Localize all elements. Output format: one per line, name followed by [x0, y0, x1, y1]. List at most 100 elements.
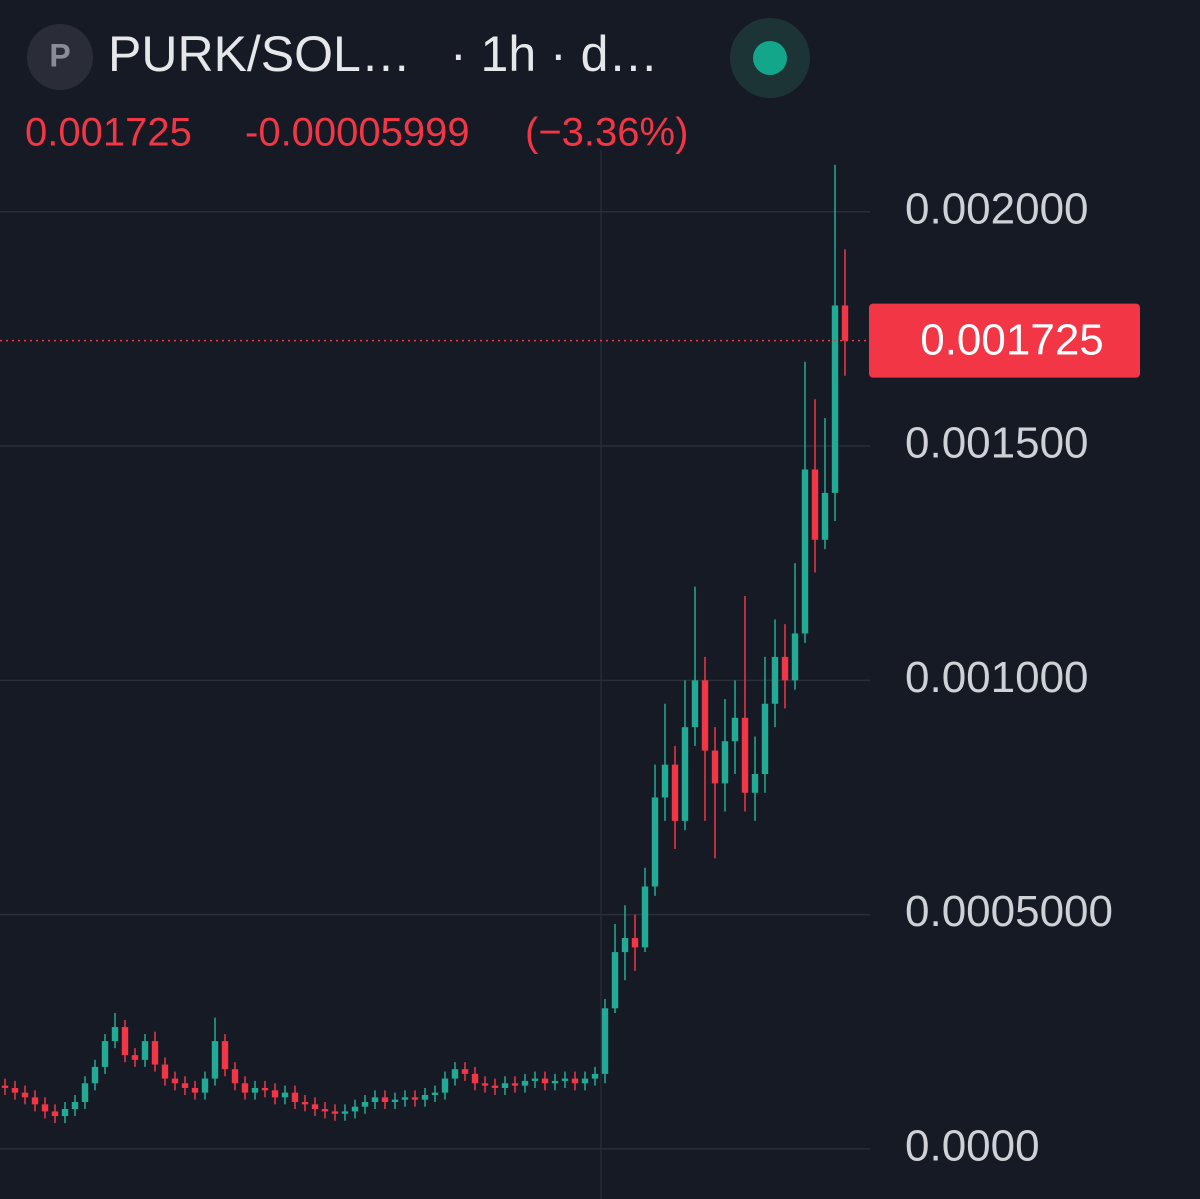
candle-body	[701, 680, 709, 751]
candle-body	[751, 774, 759, 793]
candle-body	[451, 1069, 459, 1079]
candle-body	[141, 1041, 149, 1060]
candle-body	[421, 1094, 429, 1100]
candle-body	[51, 1111, 59, 1117]
candle-body	[471, 1073, 479, 1084]
candle-body	[641, 886, 649, 948]
candle-body	[691, 680, 699, 728]
candle-body	[721, 741, 729, 784]
candle-body	[361, 1102, 369, 1107]
chart-title[interactable]: PURK/SOL…	[108, 26, 411, 82]
candle-body	[71, 1102, 79, 1110]
price-change-percent: (−3.36%)	[525, 111, 688, 155]
y-tick-label: 0.001500	[905, 419, 1089, 468]
candle-body	[521, 1080, 529, 1086]
candle-body	[711, 750, 719, 784]
candle-body	[111, 1027, 119, 1042]
candle-body	[251, 1087, 259, 1093]
candle-body	[531, 1078, 539, 1081]
candle-body	[161, 1064, 169, 1079]
candle-body	[331, 1111, 339, 1114]
grid	[0, 211, 870, 1150]
candle-body	[681, 727, 689, 821]
candle-body	[81, 1083, 89, 1103]
candle-body	[731, 717, 739, 742]
candle-body	[541, 1078, 549, 1084]
last-price-tag	[869, 303, 1140, 378]
candle-body	[101, 1041, 109, 1067]
status-dot	[753, 41, 787, 75]
candle-body	[621, 938, 629, 953]
candle-body	[591, 1073, 599, 1079]
last-price: 0.001725	[25, 111, 192, 155]
candle-body	[191, 1087, 199, 1093]
candle-body	[491, 1085, 499, 1088]
candle-body	[601, 1008, 609, 1074]
candle-body	[611, 952, 619, 1009]
candle-body	[801, 469, 809, 634]
candle-body	[511, 1083, 519, 1086]
price-change: -0.00005999	[245, 111, 470, 155]
candle-body	[631, 938, 639, 948]
candle-body	[581, 1078, 589, 1084]
candle-body	[261, 1087, 269, 1091]
y-tick-label: 0.0000	[905, 1121, 1040, 1170]
candle-body	[321, 1109, 329, 1112]
candle-body	[131, 1055, 139, 1060]
candle-body	[21, 1092, 29, 1098]
candle-body	[781, 656, 789, 681]
candle-body	[171, 1078, 179, 1084]
candle-body	[831, 305, 839, 493]
candle-body	[381, 1097, 389, 1103]
candle-body	[121, 1027, 129, 1056]
candle-body	[551, 1080, 559, 1084]
candle-body	[291, 1092, 299, 1103]
candle-body	[791, 633, 799, 681]
candle-body	[821, 492, 829, 540]
candle-body	[201, 1078, 209, 1093]
y-tick-label: 0.0005000	[905, 887, 1113, 936]
candle-body	[571, 1078, 579, 1084]
symbol-icon	[27, 24, 93, 90]
candle-body	[241, 1083, 249, 1093]
candle-body	[391, 1099, 399, 1103]
candle-body	[651, 797, 659, 887]
candle-body	[11, 1087, 19, 1093]
candle-body	[271, 1090, 279, 1098]
candle-body	[481, 1083, 489, 1086]
candle-body	[771, 656, 779, 704]
chart-subtitle[interactable]: · 1h · d…	[450, 26, 658, 82]
candle-body	[671, 764, 679, 821]
overlay: 0.0000 0.0005000 0.001000 0.001500 0.002000 0…	[0, 184, 1140, 1170]
last-price-tag-label: 0.001725	[920, 315, 1104, 364]
candle-body	[761, 703, 769, 775]
candle-body	[211, 1041, 219, 1079]
y-tick-label: 0.002000	[905, 184, 1089, 233]
y-tick-label: 0.001000	[905, 653, 1089, 702]
candle-body	[311, 1104, 319, 1110]
candle-body	[841, 305, 849, 341]
candle-body	[91, 1066, 99, 1084]
candle-body	[1, 1085, 9, 1088]
candle-body	[231, 1069, 239, 1084]
candles	[1, 164, 849, 1124]
candle-body	[351, 1106, 359, 1112]
candle-body	[181, 1083, 189, 1088]
candle-body	[561, 1078, 569, 1081]
candle-body	[281, 1092, 289, 1098]
candle-body	[151, 1041, 159, 1065]
symbol-icon-letter: P	[49, 37, 70, 73]
candle-body	[441, 1078, 449, 1093]
candle-body	[301, 1102, 309, 1105]
candle-body	[371, 1097, 379, 1103]
candle-body	[501, 1083, 509, 1088]
candle-body	[31, 1097, 39, 1105]
candle-body	[661, 764, 669, 798]
candle-body	[341, 1111, 349, 1114]
candle-body	[411, 1097, 419, 1100]
candle-body	[221, 1041, 229, 1070]
candle-body	[431, 1092, 439, 1095]
